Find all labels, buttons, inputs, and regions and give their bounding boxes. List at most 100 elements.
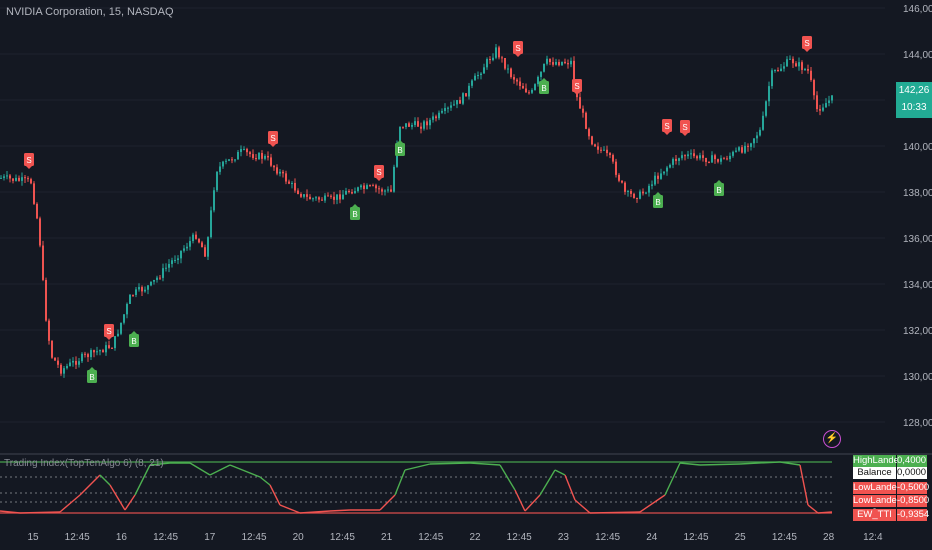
candle-body <box>519 81 521 87</box>
candle-body <box>0 177 2 179</box>
candle-body <box>792 58 794 64</box>
indicator-pane[interactable]: Trading Index(TopTenAlgo 6) (8, 21) High… <box>0 455 932 525</box>
candle-body <box>288 181 290 184</box>
candle-body <box>657 175 659 179</box>
candle-body <box>33 183 35 204</box>
sell-label: S <box>682 123 687 132</box>
candle-body <box>120 322 122 334</box>
ew-tti-line <box>404 463 431 471</box>
candle-body <box>141 287 143 292</box>
candle-body <box>78 361 80 365</box>
candle-body <box>807 69 809 71</box>
candle-body <box>255 157 257 160</box>
time-tick-label: 12:45 <box>241 532 266 543</box>
candle-body <box>579 97 581 109</box>
candle-body <box>831 95 833 101</box>
candle-body <box>81 353 83 362</box>
candle-body <box>333 196 335 200</box>
ew-tti-line <box>0 510 21 514</box>
candle-body <box>531 89 533 93</box>
pane-divider[interactable] <box>0 453 932 455</box>
time-tick-label: 12:45 <box>65 532 90 543</box>
candle-body <box>99 350 101 352</box>
candle-body <box>732 151 734 156</box>
sell-signal-marker: S <box>572 79 582 95</box>
candle-body <box>264 155 266 159</box>
candle-body <box>111 347 113 349</box>
ew-tti-line <box>817 511 833 514</box>
candle-body <box>810 70 812 80</box>
time-tick-label: 28 <box>823 532 835 543</box>
candle-body <box>453 104 455 106</box>
candle-body <box>351 192 353 194</box>
candle-body <box>387 189 389 191</box>
price-tick-label: 146,00 <box>903 4 932 15</box>
candle-body <box>471 80 473 86</box>
candle-body <box>24 177 26 179</box>
candle-body <box>405 123 407 128</box>
lightning-icon[interactable]: ⚡ <box>823 430 841 448</box>
candle-body <box>795 63 797 67</box>
candle-body <box>627 191 629 193</box>
candle-body <box>567 63 569 65</box>
time-axis-labels: 15 12:45 16 12:45 17 12:45 20 12:45 21 12:45 22 12:… <box>27 532 883 543</box>
candle-body <box>651 184 653 186</box>
candle-body <box>738 147 740 151</box>
candle-body <box>165 267 167 269</box>
candle-body <box>678 158 680 161</box>
candle-body <box>711 155 713 163</box>
time-tick-label: 22 <box>469 532 481 543</box>
time-tick-label: 12:45 <box>772 532 797 543</box>
ew-tti-line <box>554 469 566 476</box>
buy-label: B <box>89 373 94 382</box>
candle-body <box>756 135 758 139</box>
ew-tti-line <box>499 464 516 491</box>
ew-tti-line <box>379 494 396 511</box>
ew-tti-line <box>564 474 576 501</box>
candle-body <box>381 189 383 192</box>
time-tick-label: 24 <box>646 532 658 543</box>
candle-body <box>618 174 620 181</box>
candle-body <box>726 158 728 160</box>
candle-body <box>669 164 671 168</box>
candle-body <box>273 165 275 168</box>
ew-tti-line <box>679 462 701 466</box>
candle-body <box>330 195 332 197</box>
candle-body <box>189 241 191 247</box>
buy-signal-marker: B <box>87 367 97 383</box>
candle-body <box>456 100 458 105</box>
ew-tti-line <box>149 462 171 466</box>
legend-item: LowLander 2-0,8500 <box>853 495 929 518</box>
candle-body <box>609 153 611 156</box>
candle-body <box>633 193 635 198</box>
symbol-title: NVIDIA Corporation, 15, NASDAQ <box>6 6 174 18</box>
ew-tti-line <box>699 463 741 466</box>
candle-body <box>195 234 197 239</box>
candle-body <box>108 345 110 348</box>
candle-body <box>714 155 716 160</box>
candle-body <box>339 194 341 200</box>
time-tick-label: 20 <box>293 532 305 543</box>
ew-tti-line <box>664 462 681 496</box>
time-axis[interactable]: 15 12:45 16 12:45 17 12:45 20 12:45 21 12:45 22 12:… <box>0 525 932 550</box>
buy-signal-marker: B <box>653 192 663 208</box>
candle-body <box>735 150 737 152</box>
time-tick-label: 12:45 <box>507 532 532 543</box>
candle-body <box>663 171 665 174</box>
candle-body <box>378 188 380 190</box>
candle-body <box>399 126 401 144</box>
candle-body <box>597 146 599 150</box>
ew-tti-line <box>539 469 556 496</box>
candle-body <box>246 148 248 153</box>
buy-label: B <box>352 210 357 219</box>
candle-body <box>654 175 656 185</box>
price-tick-label: 138,00 <box>903 188 932 199</box>
sell-label: S <box>515 44 520 53</box>
candle-body <box>402 126 404 128</box>
candle-body <box>426 121 428 126</box>
candle-body <box>768 86 770 102</box>
candle-body <box>780 68 782 71</box>
candle-body <box>486 59 488 68</box>
